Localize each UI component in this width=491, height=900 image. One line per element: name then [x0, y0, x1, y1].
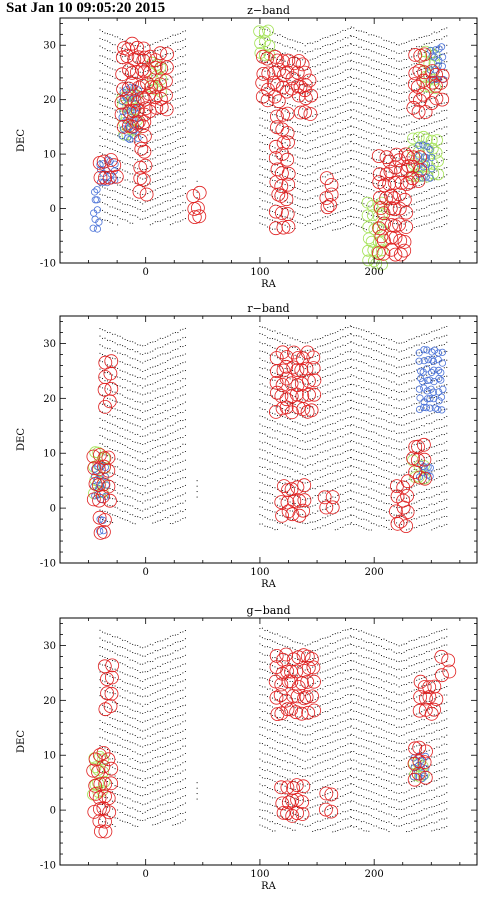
- y-tick-label: 30: [43, 339, 56, 350]
- y-tick-label: 30: [43, 41, 56, 52]
- timestamp-label: Sat Jan 10 09:05:20 2015: [6, 0, 166, 16]
- green-markers: [88, 446, 431, 500]
- r-band-panel: r−band 0 100 200 -10 0 10 20 30 RA DEC: [16, 302, 478, 590]
- x-axis-label: RA: [261, 881, 277, 892]
- y-tick-label: 0: [50, 504, 56, 515]
- red-markers: [86, 647, 457, 839]
- y-tick-label: 10: [43, 449, 56, 460]
- x-axis-label: RA: [261, 579, 277, 590]
- z-band-panel: z−band 0 100 200 -10 0 10 20 30 RA DEC: [16, 4, 478, 290]
- y-tick-label: 10: [43, 751, 56, 762]
- y-axis-label: DEC: [16, 129, 27, 152]
- y-tick-label: 10: [43, 150, 56, 161]
- x-axis-label: RA: [261, 279, 277, 290]
- y-tick-label: 20: [43, 95, 56, 106]
- scan-stripes: [99, 325, 448, 531]
- scan-stripes: [99, 627, 448, 833]
- plot-frame: [59, 315, 478, 564]
- red-markers: [92, 36, 450, 262]
- y-tick-label: 20: [43, 394, 56, 405]
- x-tick-label: 200: [365, 267, 384, 278]
- x-tick-label: 100: [250, 869, 269, 880]
- x-tick-label: 100: [250, 567, 269, 578]
- y-tick-label: 0: [50, 204, 56, 215]
- panel-title: r−band: [247, 302, 289, 315]
- panel-title: g−band: [247, 604, 291, 617]
- plot-frame: [59, 17, 478, 264]
- x-tick-label: 0: [142, 267, 148, 278]
- y-tick-label: 30: [43, 641, 56, 652]
- y-axis-label: DEC: [16, 730, 27, 753]
- y-tick-label: -10: [40, 259, 56, 270]
- y-tick-label: 0: [50, 806, 56, 817]
- y-axis-label: DEC: [16, 428, 27, 451]
- y-tick-label: -10: [40, 861, 56, 872]
- panel-title: z−band: [247, 4, 290, 17]
- x-tick-label: 0: [142, 869, 148, 880]
- green-markers: [87, 751, 430, 801]
- plot-frame: [59, 617, 478, 866]
- x-tick-label: 200: [365, 567, 384, 578]
- y-tick-label: -10: [40, 559, 56, 570]
- blue-markers: [90, 346, 447, 535]
- x-tick-label: 100: [250, 267, 269, 278]
- y-tick-label: 20: [43, 696, 56, 707]
- x-tick-label: 0: [142, 567, 148, 578]
- x-tick-label: 200: [365, 869, 384, 880]
- red-markers: [86, 345, 432, 540]
- g-band-panel: g−band 0 100 200 -10 0 10 20 30 RA DEC: [16, 604, 478, 892]
